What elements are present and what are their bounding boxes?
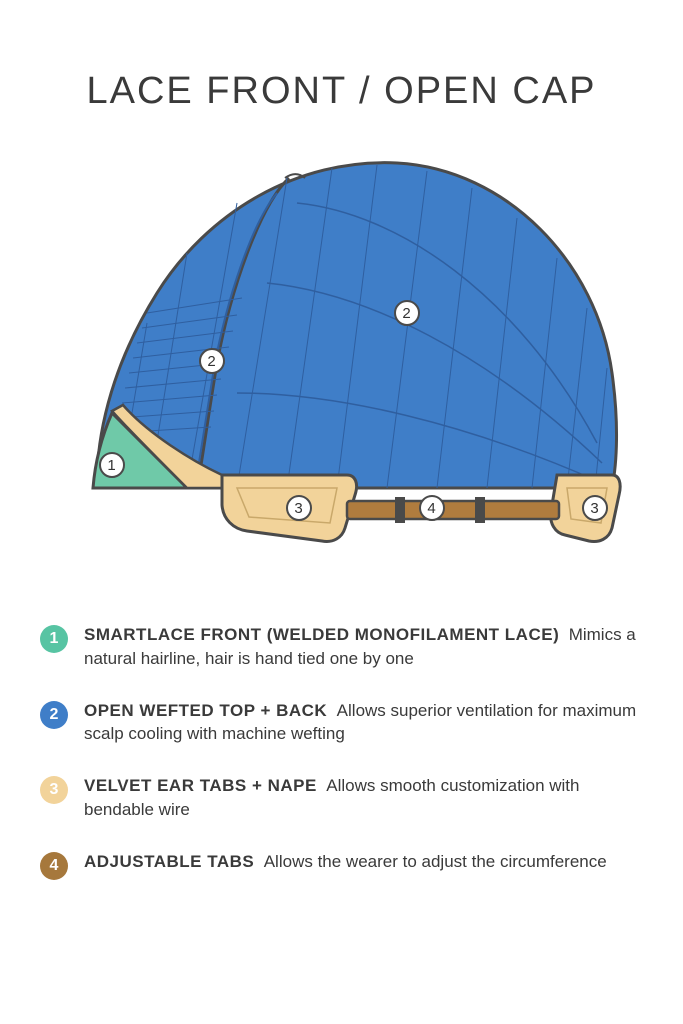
legend-item-4: 4 ADJUSTABLE TABS Allows the wearer to a… [40, 850, 643, 880]
diagram-marker: 1 [99, 452, 125, 478]
cap-diagram: 1 2 2 3 3 4 [37, 143, 647, 563]
legend-title: OPEN WEFTED TOP + BACK [84, 701, 327, 720]
legend-badge: 4 [40, 852, 68, 880]
legend-text: ADJUSTABLE TABS Allows the wearer to adj… [84, 850, 643, 874]
diagram-marker: 3 [286, 495, 312, 521]
legend-badge: 1 [40, 625, 68, 653]
legend-title: ADJUSTABLE TABS [84, 852, 254, 871]
strap [347, 501, 559, 519]
legend-text: SMARTLACE FRONT (WELDED MONOFILAMENT LAC… [84, 623, 643, 671]
legend-text: VELVET EAR TABS + NAPE Allows smooth cus… [84, 774, 643, 822]
legend-title: SMARTLACE FRONT (WELDED MONOFILAMENT LAC… [84, 625, 559, 644]
diagram-marker: 2 [199, 348, 225, 374]
legend: 1 SMARTLACE FRONT (WELDED MONOFILAMENT L… [40, 623, 643, 880]
legend-item-2: 2 OPEN WEFTED TOP + BACK Allows superior… [40, 699, 643, 747]
legend-badge: 2 [40, 701, 68, 729]
strap-buckle-left [395, 497, 405, 523]
legend-title: VELVET EAR TABS + NAPE [84, 776, 317, 795]
legend-desc: Allows the wearer to adjust the circumfe… [264, 852, 607, 871]
diagram-marker: 3 [582, 495, 608, 521]
legend-item-1: 1 SMARTLACE FRONT (WELDED MONOFILAMENT L… [40, 623, 643, 671]
legend-badge: 3 [40, 776, 68, 804]
legend-item-3: 3 VELVET EAR TABS + NAPE Allows smooth c… [40, 774, 643, 822]
page-title: LACE FRONT / OPEN CAP [0, 0, 683, 113]
strap-buckle-right [475, 497, 485, 523]
diagram-marker: 4 [419, 495, 445, 521]
cap-svg [37, 143, 647, 563]
legend-text: OPEN WEFTED TOP + BACK Allows superior v… [84, 699, 643, 747]
diagram-marker: 2 [394, 300, 420, 326]
